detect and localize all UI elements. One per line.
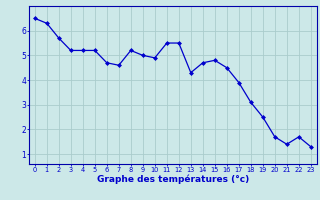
X-axis label: Graphe des températures (°c): Graphe des températures (°c): [97, 174, 249, 184]
